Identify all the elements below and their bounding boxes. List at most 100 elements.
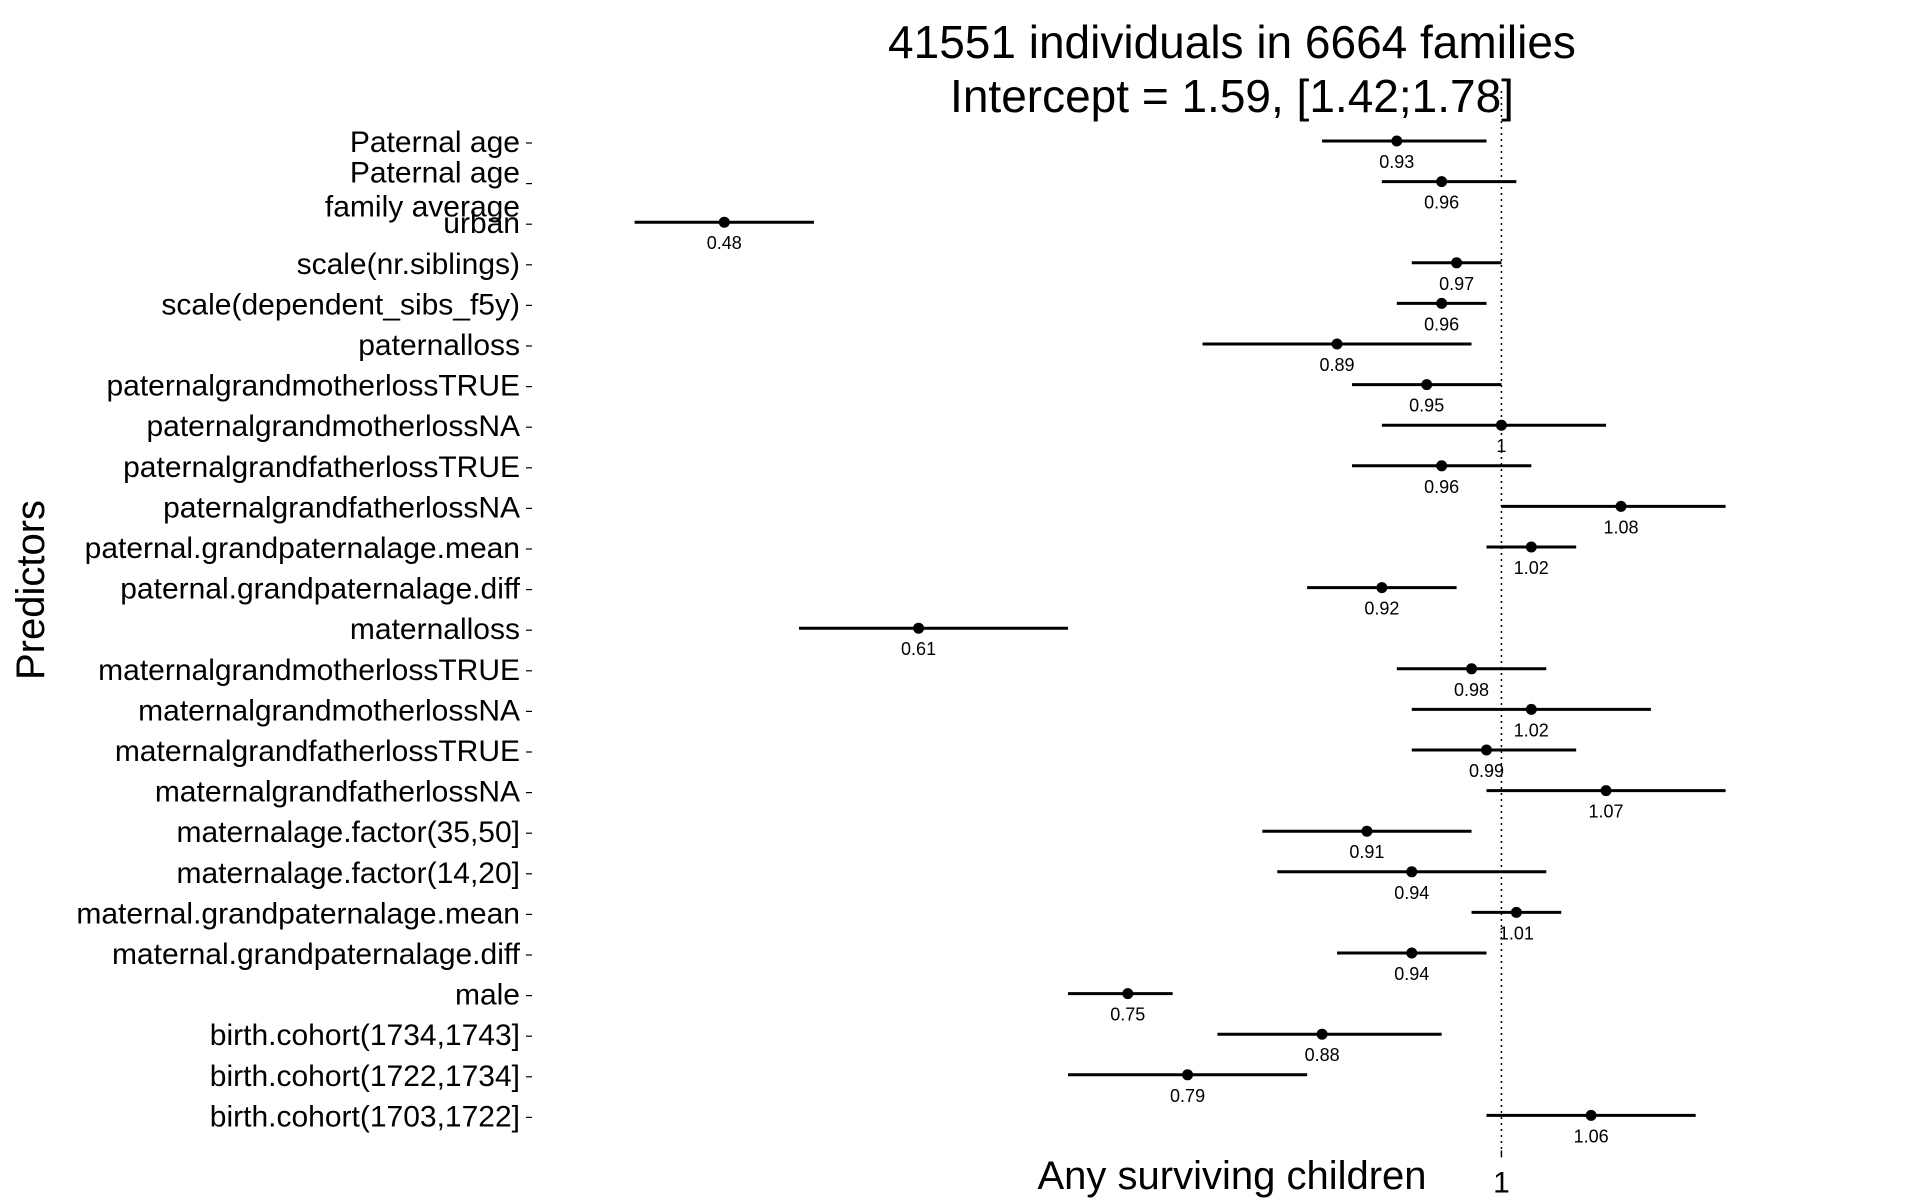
x-tick-label: 1 (1493, 1166, 1510, 1199)
predictor-label: paternalgrandmotherlossNA (146, 410, 520, 443)
estimate-value-label: 0.91 (1349, 842, 1384, 862)
predictor-label: birth.cohort(1734,1743] (210, 1019, 520, 1052)
estimate-value-label: 1.07 (1589, 802, 1624, 822)
predictor-label: paternalgrandfatherlossTRUE (123, 451, 520, 484)
predictor-label: maternalgrandfatherlossNA (155, 776, 520, 809)
x-axis-ticks: 1 (1493, 1150, 1510, 1199)
chart-title-line-1: 41551 individuals in 6664 families (888, 16, 1576, 68)
predictor-row: maternalgrandfatherlossNA 1.07 (155, 776, 1726, 822)
estimate-value-label: 1.08 (1603, 517, 1638, 537)
predictor-row: paternalloss 0.89 (358, 329, 1472, 375)
estimate-point (913, 622, 925, 634)
estimate-value-label: 0.75 (1110, 1005, 1145, 1025)
predictor-row: scale(dependent_sibs_f5y) 0.96 (161, 288, 1487, 334)
predictor-label: maternalgrandmotherlossTRUE (98, 654, 520, 687)
estimate-point (718, 216, 730, 228)
predictor-row: paternal.grandpaternalage.mean 1.02 (85, 532, 1577, 578)
predictor-label: scale(dependent_sibs_f5y) (161, 288, 520, 321)
estimate-value-label: 0.94 (1394, 964, 1429, 984)
predictor-label: maternalage.factor(14,20] (176, 857, 520, 890)
predictor-label: Paternal age (350, 126, 520, 159)
predictor-label: paternalloss (358, 329, 520, 362)
estimate-point (1615, 500, 1627, 512)
estimate-point (1436, 176, 1448, 188)
estimate-value-label: 0.48 (707, 233, 742, 253)
y-axis-title: Predictors (9, 500, 53, 680)
predictor-row: maternalgrandfatherlossTRUE 0.99 (115, 735, 1577, 781)
predictor-row: maternalgrandmotherlossNA 1.02 (138, 694, 1651, 740)
estimate-point (1406, 947, 1418, 959)
estimate-point (1391, 135, 1403, 147)
predictor-row: paternal.grandpaternalage.diff 0.92 (120, 573, 1457, 619)
predictor-row: Paternal age 0.93 (350, 126, 1487, 172)
estimate-point (1510, 906, 1522, 918)
predictor-label: Paternal age (350, 157, 520, 190)
predictor-label: birth.cohort(1722,1734] (210, 1060, 520, 1093)
predictor-row: maternalage.factor(35,50] 0.91 (176, 816, 1472, 862)
predictor-row: maternal.grandpaternalage.diff 0.94 (112, 938, 1487, 984)
estimate-value-label: 0.93 (1379, 152, 1414, 172)
predictor-row: paternalgrandfatherlossNA 1.08 (163, 491, 1726, 537)
estimate-point (1436, 297, 1448, 309)
estimate-value-label: 1.02 (1514, 558, 1549, 578)
estimate-point (1122, 988, 1134, 1000)
predictor-row: paternalgrandfatherlossTRUE 0.96 (123, 451, 1532, 497)
estimate-point (1436, 460, 1448, 472)
estimate-point (1495, 419, 1507, 431)
estimate-point (1376, 582, 1388, 594)
predictor-row: paternalgrandmotherlossNA 1 (146, 410, 1607, 456)
estimate-value-label: 0.97 (1439, 274, 1474, 294)
predictor-label: paternalgrandfatherlossNA (163, 491, 520, 524)
predictor-label: maternalgrandmotherlossNA (138, 694, 520, 727)
predictor-label: maternal.grandpaternalage.mean (76, 897, 520, 930)
estimate-point (1316, 1028, 1328, 1040)
estimate-point (1182, 1069, 1194, 1081)
predictor-row: birth.cohort(1734,1743] 0.88 (210, 1019, 1442, 1065)
predictor-row: birth.cohort(1722,1734] 0.79 (210, 1060, 1308, 1106)
estimate-point (1466, 663, 1478, 675)
predictor-row: maternalloss 0.61 (350, 613, 1069, 659)
estimate-value-label: 1.01 (1499, 923, 1534, 943)
predictor-label: paternal.grandpaternalage.diff (120, 573, 520, 606)
predictor-label: maternalloss (350, 613, 520, 646)
predictor-label: birth.cohort(1703,1722] (210, 1100, 520, 1133)
estimate-value-label: 0.96 (1424, 314, 1459, 334)
estimate-value-label: 0.94 (1394, 883, 1429, 903)
estimate-value-label: 0.96 (1424, 477, 1459, 497)
predictor-label: family average (325, 191, 520, 224)
predictor-row: urban 0.48 (443, 207, 814, 253)
estimate-point (1600, 785, 1612, 797)
predictor-row: maternalgrandmotherlossTRUE 0.98 (98, 654, 1547, 700)
predictor-label: urban (443, 207, 520, 240)
chart-title-line-2: Intercept = 1.59, [1.42;1.78] (950, 70, 1514, 122)
predictor-row: scale(nr.siblings) 0.97 (297, 248, 1502, 294)
estimate-value-label: 1 (1496, 436, 1506, 456)
estimate-point (1406, 866, 1418, 878)
chart-title: 41551 individuals in 6664 families Inter… (888, 16, 1576, 122)
estimate-point (1331, 338, 1343, 350)
estimate-value-label: 0.96 (1424, 193, 1459, 213)
estimate-value-label: 0.98 (1454, 680, 1489, 700)
estimate-point (1525, 541, 1537, 553)
predictor-label: paternalgrandmotherlossTRUE (106, 370, 520, 403)
estimate-value-label: 0.88 (1305, 1045, 1340, 1065)
predictor-label: maternalgrandfatherlossTRUE (115, 735, 520, 768)
estimate-value-label: 1.02 (1514, 720, 1549, 740)
estimate-value-label: 0.95 (1409, 396, 1444, 416)
predictor-label: maternalage.factor(35,50] (176, 816, 520, 849)
estimate-point (1421, 379, 1433, 391)
predictor-row: maternalage.factor(14,20] 0.94 (176, 857, 1547, 903)
estimate-value-label: 0.99 (1469, 761, 1504, 781)
x-axis-title: Any surviving children (1037, 1154, 1426, 1198)
estimate-point (1525, 703, 1537, 715)
estimate-point (1451, 257, 1463, 269)
estimate-point (1480, 744, 1492, 756)
predictor-label: maternal.grandpaternalage.diff (112, 938, 521, 971)
estimate-value-label: 1.06 (1574, 1126, 1609, 1146)
predictor-label: paternal.grandpaternalage.mean (85, 532, 520, 565)
estimate-value-label: 0.61 (901, 639, 936, 659)
estimate-point (1361, 825, 1373, 837)
predictor-label: male (455, 979, 520, 1012)
